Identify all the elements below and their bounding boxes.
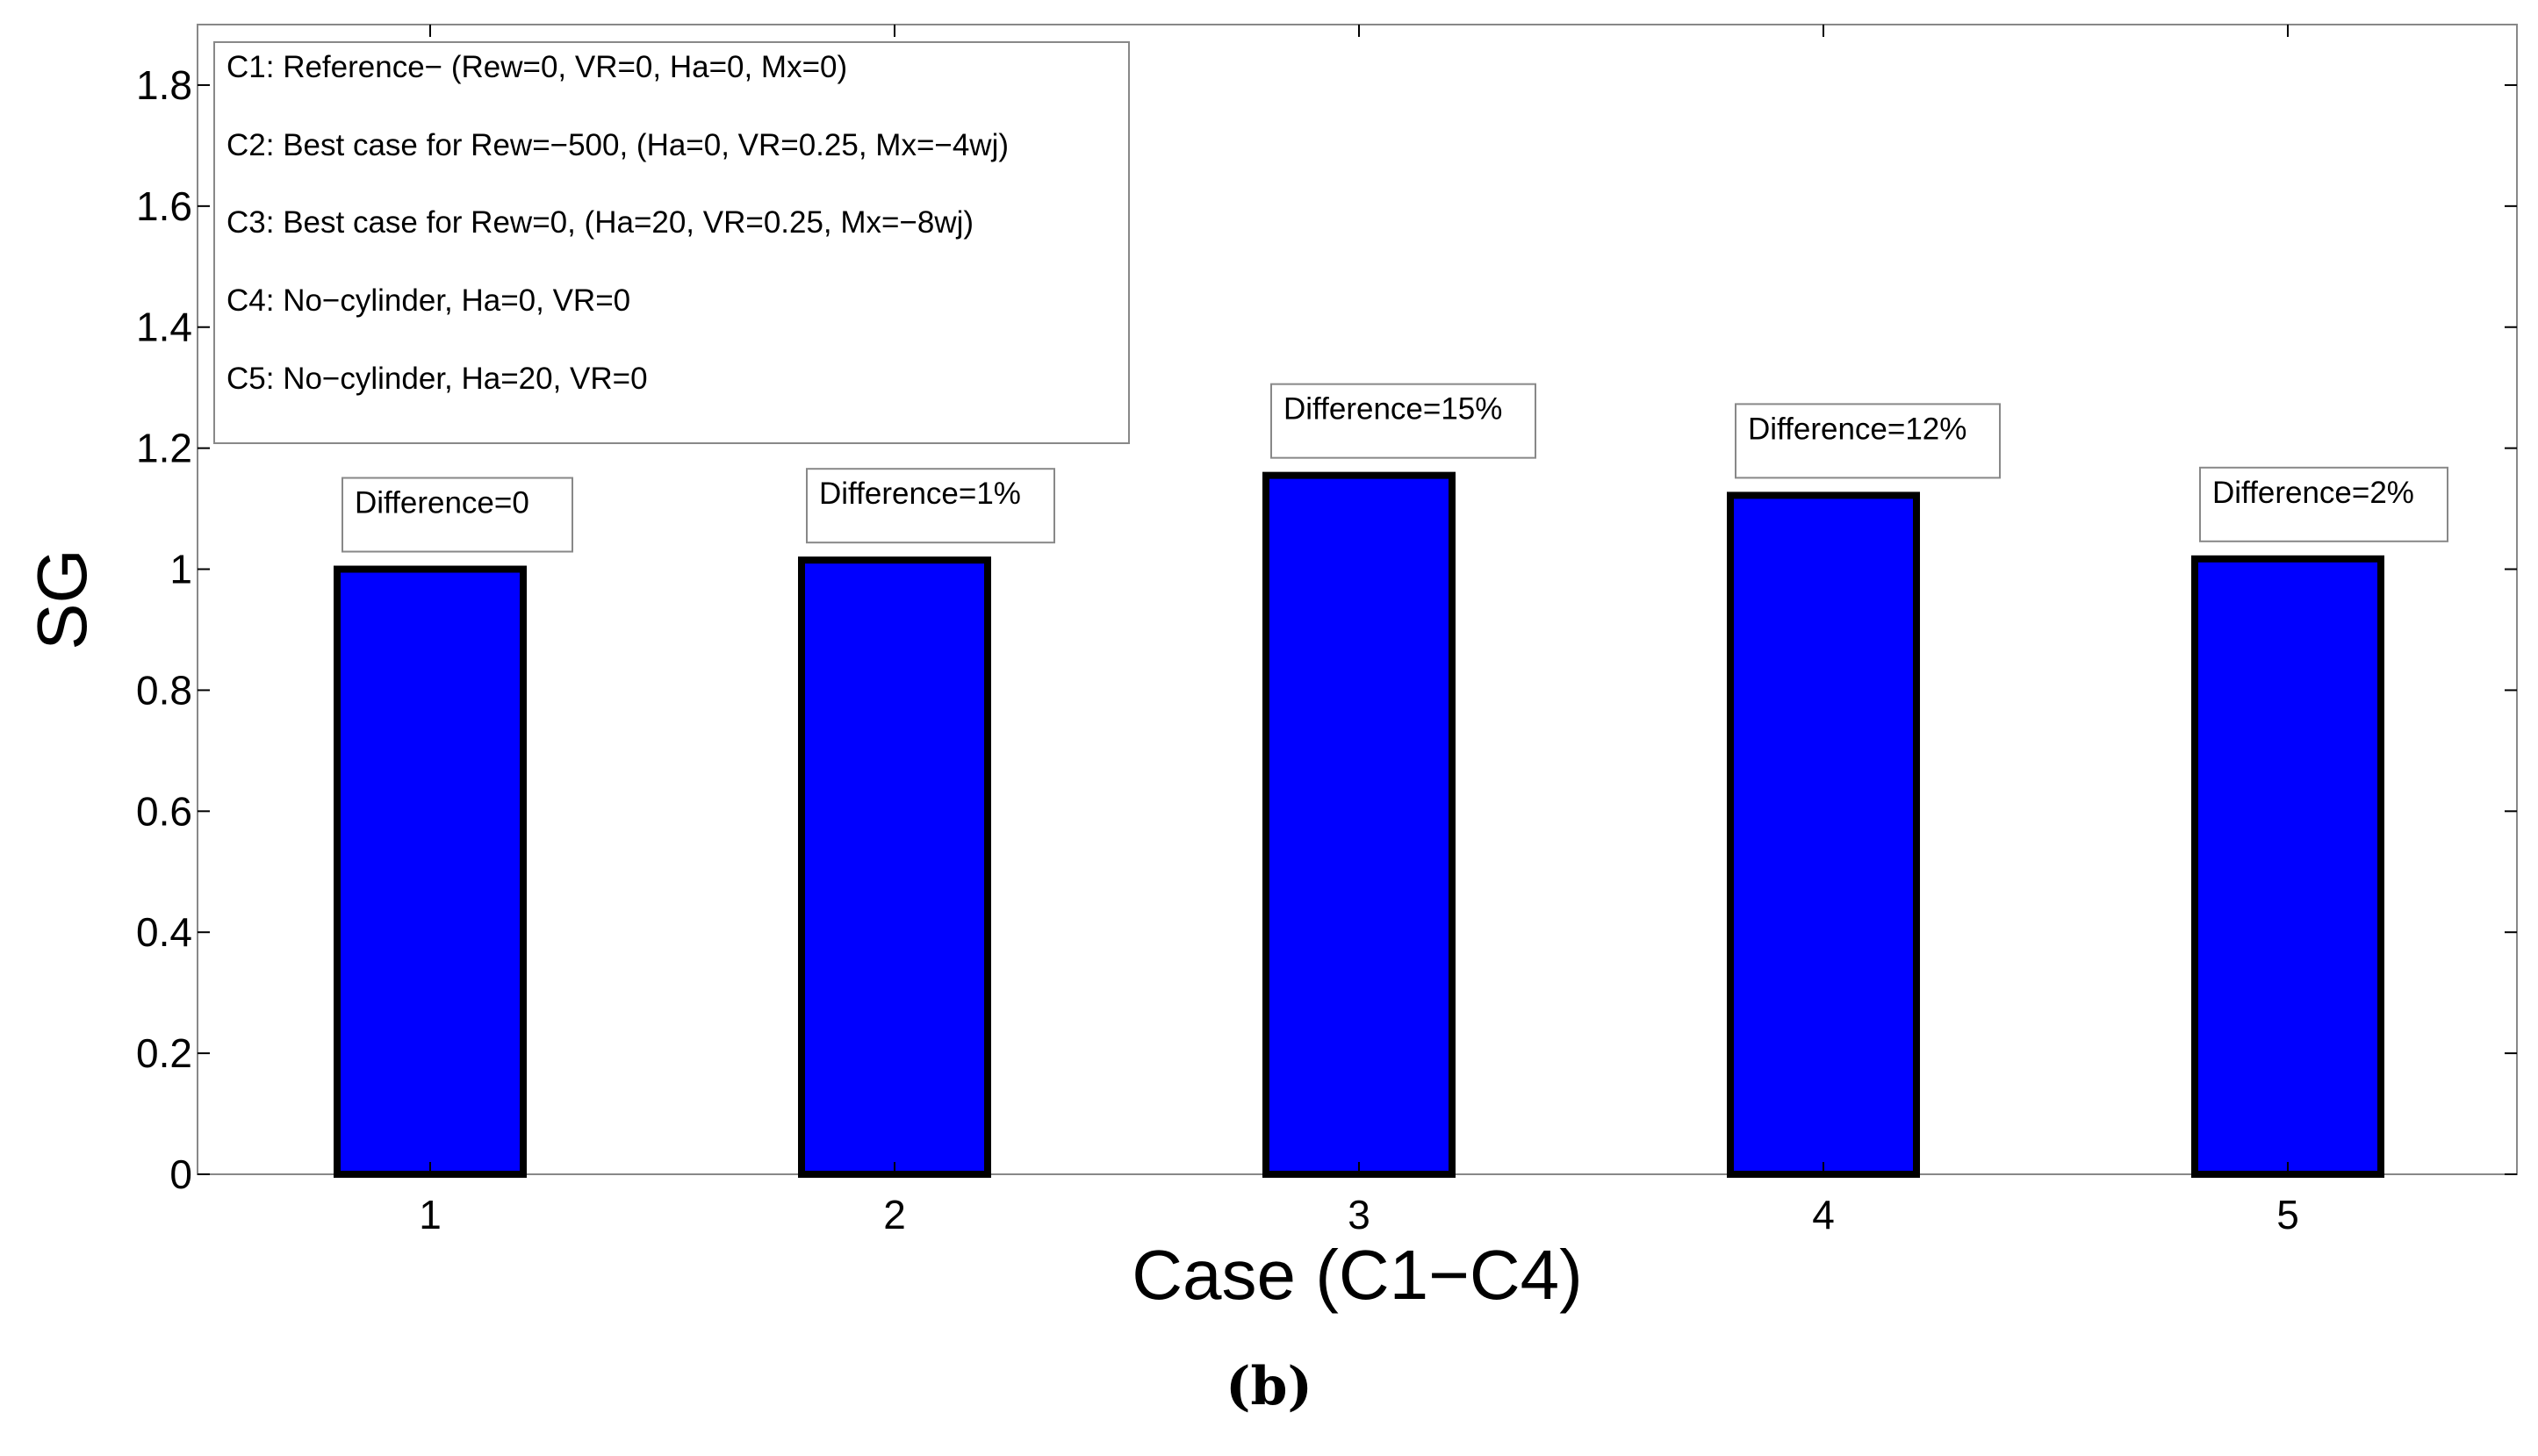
legend-box (213, 41, 1130, 444)
y-tick-label: 0.6 (136, 788, 192, 834)
x-axis-label: Case (C1−C4) (1132, 1236, 1583, 1314)
y-tick-label: 1.6 (136, 183, 192, 229)
legend-item-c5: C5: No−cylinder, Ha=20, VR=0 (226, 362, 648, 396)
legend-item-c4: C4: No−cylinder, Ha=0, VR=0 (226, 283, 630, 318)
annotation-case-1: Difference=0 (355, 486, 529, 520)
annotation-box (342, 477, 573, 553)
annotation-case-3: Difference=15% (1283, 392, 1502, 427)
annotation-box (1735, 403, 2001, 479)
annotation-box (1270, 383, 1536, 459)
y-tick-label: 0 (169, 1151, 192, 1197)
bar-case-1 (334, 565, 527, 1178)
bar-case-5 (2191, 555, 2384, 1178)
annotation-case-2: Difference=1% (819, 477, 1021, 511)
ticks-group: 1 2 3 4 5 0 0.2 0.4 0.6 0.8 1 1.2 1.4 1.6 1.8 (136, 25, 2517, 1237)
y-tick-label: 1.2 (136, 426, 192, 471)
x-tick-label: 3 (1348, 1192, 1370, 1237)
legend-item-c3: C3: Best case for Rew=0, (Ha=20, VR=0.25… (226, 205, 974, 240)
annotation-case-5: Difference=2% (2212, 476, 2414, 510)
y-tick-label: 1 (169, 547, 192, 592)
x-tick-label: 4 (1812, 1192, 1835, 1237)
annotation-box (2199, 466, 2448, 542)
bars-group (334, 471, 2384, 1178)
legend: C1: Reference− (Rew=0, VR=0, Ha=0, Mx=0)… (213, 41, 1130, 444)
x-tick-label: 1 (419, 1192, 442, 1237)
x-tick-label: 2 (883, 1192, 906, 1237)
bar-case-3 (1262, 471, 1456, 1178)
y-tick-label: 0.4 (136, 909, 192, 955)
legend-item-c2: C2: Best case for Rew=−500, (Ha=0, VR=0.… (226, 128, 1009, 162)
y-axis-label: SG (23, 549, 101, 650)
y-tick-label: 1.8 (136, 62, 192, 108)
annotation-box (806, 468, 1055, 544)
x-tick-label: 5 (2276, 1192, 2299, 1237)
y-tick-label: 0.8 (136, 667, 192, 713)
bar-case-2 (798, 556, 991, 1178)
bar-case-4 (1727, 491, 1920, 1178)
legend-item-c1: C1: Reference− (Rew=0, VR=0, Ha=0, Mx=0) (226, 50, 847, 84)
y-tick-label: 0.2 (136, 1030, 192, 1076)
annotations-group: Difference=0 Difference=1% Difference=15% D… (342, 383, 2448, 553)
y-tick-label: 1.4 (136, 305, 192, 350)
figure-caption: (b) (1226, 1356, 1312, 1417)
annotation-case-4: Difference=12% (1748, 412, 1966, 446)
